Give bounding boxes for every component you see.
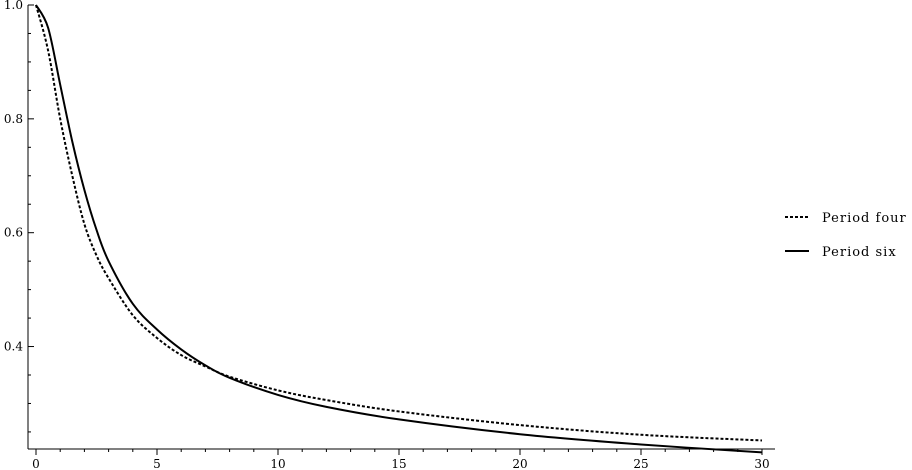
legend: Period four Period six	[785, 211, 907, 260]
x-tick-label: 15	[391, 457, 406, 470]
series-group	[35, 4, 763, 454]
x-tick-label: 10	[270, 457, 285, 470]
series-line-period-six	[35, 4, 763, 454]
legend-label: Period four	[822, 211, 907, 226]
series-line-period-four	[35, 4, 763, 442]
x-tick-label: 0	[32, 457, 40, 470]
y-tick-label: 0.8	[4, 112, 23, 126]
axes: 0 5 10 15 20 25 30 0.4 0.6 0.8 1.0	[4, 0, 775, 470]
x-tick-label: 5	[153, 457, 161, 470]
y-tick-label: 0.6	[4, 226, 23, 240]
y-tick-label: 0.4	[4, 340, 23, 354]
legend-label: Period six	[822, 245, 897, 260]
y-tick-label: 1.0	[4, 0, 23, 12]
x-tick-label: 20	[512, 457, 527, 470]
x-tick-label: 25	[633, 457, 648, 470]
x-tick-label: 30	[754, 457, 769, 470]
